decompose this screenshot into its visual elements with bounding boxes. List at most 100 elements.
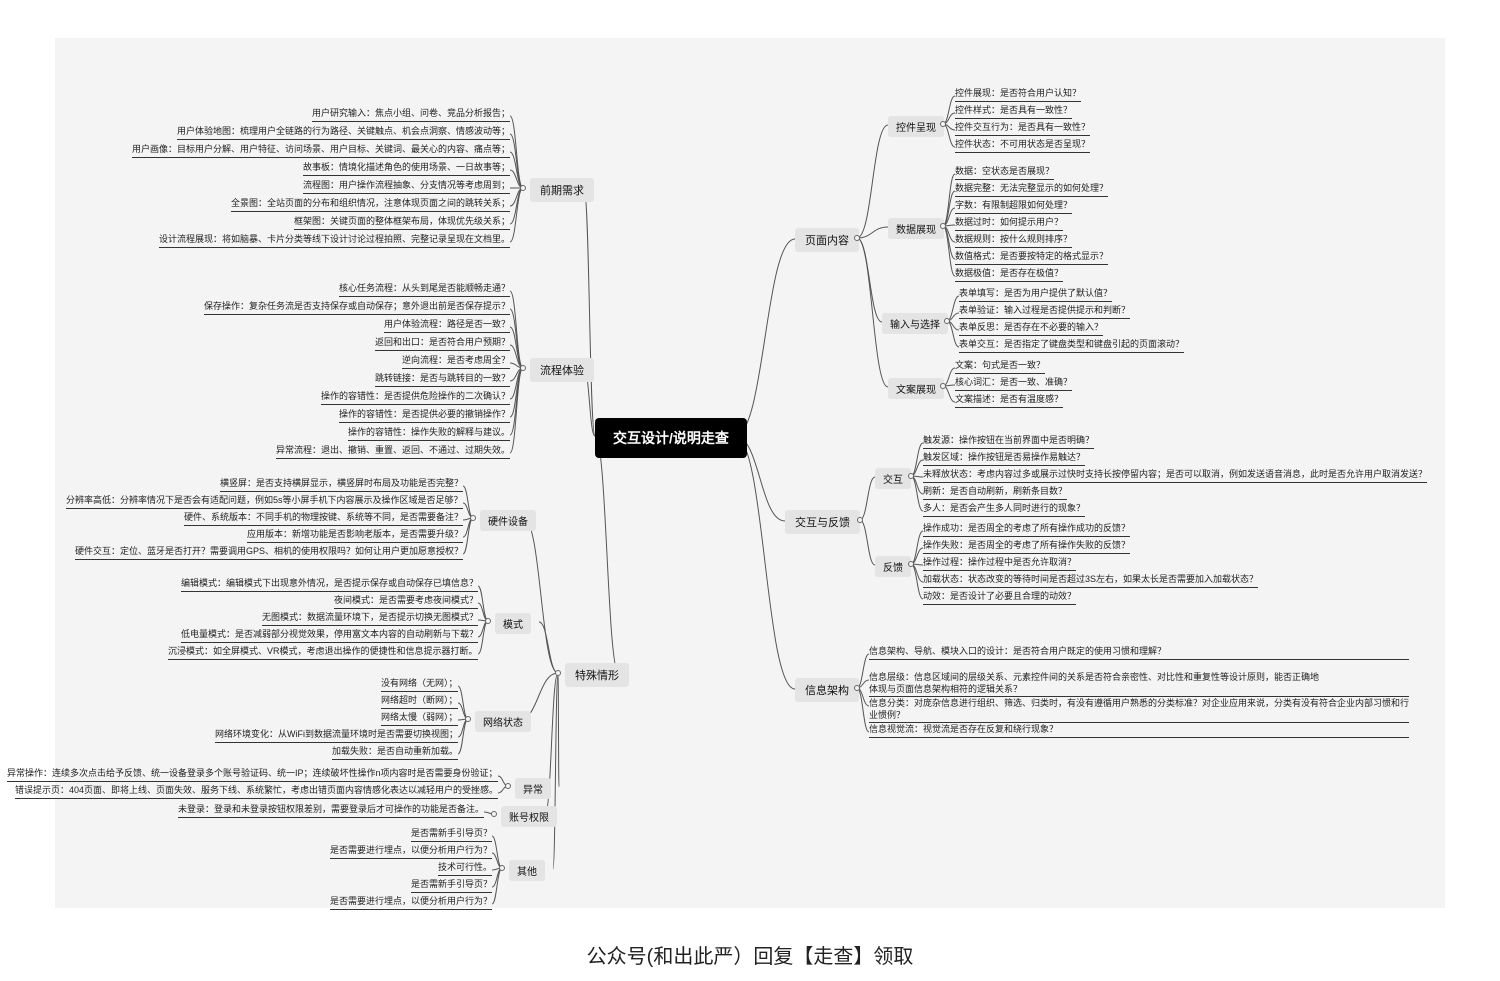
- leaf: 是否需要进行埋点，以便分析用户行为？: [330, 845, 492, 859]
- leaf: 异常流程：退出、撤销、重置、返回、不通过、过期失效。: [276, 445, 510, 459]
- leaf: 跳转链接：是否与跳转目的一致？: [375, 373, 510, 387]
- leaf: 表单填写：是否为用户提供了默认值？: [959, 288, 1112, 302]
- leaf: 流程图：用户操作流程抽象、分支情况等考虑周到；: [303, 180, 510, 194]
- sub-反馈: 反馈: [875, 556, 911, 577]
- leaf: 操作的容错性：操作失败的解释与建议。: [348, 427, 510, 441]
- leaf: 信息分类：对庞杂信息进行组织、筛选、归类时，有没有遵循用户熟悉的分类标准？对企业…: [869, 698, 1409, 723]
- joint-dot: [908, 473, 914, 479]
- joint-dot: [470, 515, 476, 521]
- leaf: 网络超时（断网）；: [381, 695, 458, 709]
- branch-交互与反馈: 交互与反馈: [785, 510, 860, 534]
- joint-dot: [499, 865, 505, 871]
- branch-特殊情形: 特殊情形: [565, 663, 629, 687]
- leaf: 操作失败：是否周全的考虑了所有操作失败的反馈？: [923, 540, 1130, 554]
- leaf: 用户体验流程：路径是否一致？: [384, 319, 510, 333]
- root-node: 交互设计/说明走查: [595, 418, 747, 458]
- leaf: 未释放状态：考虑内容过多或展示过快时支持长按停留内容；是否可以取消，例如发送语音…: [923, 469, 1427, 483]
- sub-账号权限: 账号权限: [501, 806, 557, 827]
- leaf: 控件样式：是否具有一致性？: [955, 105, 1072, 119]
- leaf: 异常操作：连续多次点击给予反馈、统一设备登录多个账号验证码、统一IP；连续破坏性…: [7, 768, 498, 782]
- leaf: 刷新：是否自动刷新，刷新条目数？: [923, 486, 1067, 500]
- leaf: 数据极值：是否存在极值？: [955, 268, 1063, 282]
- leaf: 全景图：全站页面的分布和组织情况，注意体现页面之间的跳转关系；: [231, 198, 510, 212]
- leaf: 数据：空状态是否展现？: [955, 166, 1054, 180]
- leaf: 硬件交互：定位、蓝牙是否打开？需要调用GPS、相机的使用权限吗？如何让用户更加愿…: [75, 546, 463, 560]
- branch-前期需求: 前期需求: [530, 178, 594, 202]
- leaf: 触发区域：操作按钮是否易操作易触达？: [923, 452, 1085, 466]
- leaf: 是否需要进行埋点，以便分析用户行为？: [330, 896, 492, 910]
- leaf: 硬件、系统版本：不同手机的物理按键、系统等不同，是否需要备注？: [184, 512, 463, 526]
- joint-dot: [857, 517, 863, 523]
- leaf: 字数：有限制超限如何处理？: [955, 200, 1072, 214]
- joint-dot: [505, 783, 511, 789]
- mindmap-canvas: 交互设计/说明走查前期需求用户研究输入：焦点小组、问卷、竞品分析报告；用户体验地…: [55, 38, 1445, 908]
- sub-数据展现: 数据展现: [888, 218, 944, 239]
- joint-dot: [940, 223, 946, 229]
- leaf: 框架图：关键页面的整体框架布局，体现优先级关系；: [294, 216, 510, 230]
- leaf: 数据规则：按什么规则排序？: [955, 234, 1072, 248]
- leaf: 低电量模式：是否减弱部分视觉效果，停用富文本内容的自动刷新与下载？: [181, 629, 478, 643]
- leaf: 夜间模式：是否需要考虑夜间模式？: [334, 595, 478, 609]
- leaf: 信息架构、导航、模块入口的设计：是否符合用户既定的使用习惯和理解？: [869, 646, 1409, 660]
- page: 交互设计/说明走查前期需求用户研究输入：焦点小组、问卷、竞品分析报告；用户体验地…: [0, 0, 1500, 981]
- leaf: 核心词汇：是否一致、准确？: [955, 377, 1072, 391]
- leaf: 表单反思：是否存在不必要的输入？: [959, 322, 1103, 336]
- sub-其他: 其他: [509, 860, 545, 881]
- leaf: 是否需新手引导页？: [411, 828, 492, 842]
- joint-dot: [520, 185, 526, 191]
- footer-text: 公众号(和出此严）回复【走查】领取: [0, 940, 1500, 969]
- leaf: 信息视觉流：视觉流是否存在反复和绕行现象？: [869, 724, 1409, 738]
- joint-dot: [520, 365, 526, 371]
- leaf: 动效：是否设计了必要且合理的动效？: [923, 591, 1076, 605]
- leaf: 网络太慢（弱网）；: [381, 712, 458, 726]
- joint-dot: [465, 716, 471, 722]
- leaf: 用户研究输入：焦点小组、问卷、竞品分析报告；: [312, 108, 510, 122]
- joint-dot: [940, 383, 946, 389]
- joint-dot: [854, 235, 860, 241]
- leaf: 操作的容错性：是否提供危险操作的二次确认？: [321, 391, 510, 405]
- leaf: 控件状态：不可用状态是否呈现？: [955, 139, 1090, 153]
- leaf: 设计流程展现：将如脑暴、卡片分类等线下设计讨论过程拍照、完整记录呈现在文档里。: [159, 234, 510, 248]
- branch-信息架构: 信息架构: [795, 678, 859, 702]
- leaf: 编辑模式：编辑模式下出现意外情况，是否提示保存或自动保存已填信息？: [181, 578, 478, 592]
- leaf: 用户画像：目标用户分解、用户特征、访问场景、用户目标、关键词、最关心的内容、痛点…: [132, 144, 510, 158]
- joint-dot: [485, 618, 491, 624]
- branch-页面内容: 页面内容: [795, 228, 859, 252]
- leaf: 触发源：操作按钮在当前界面中是否明确？: [923, 435, 1094, 449]
- joint-dot: [944, 318, 950, 324]
- leaf: 无图模式：数据流量环境下，是否提示切换无图模式？: [262, 612, 478, 626]
- sub-交互: 交互: [875, 468, 911, 489]
- sub-输入与选择: 输入与选择: [882, 313, 948, 334]
- leaf: 文案：句式是否一致？: [955, 360, 1045, 374]
- leaf: 数据过时：如何提示用户？: [955, 217, 1063, 231]
- leaf: 操作的容错性：是否提供必要的撤销操作？: [339, 409, 510, 423]
- leaf: 没有网络（无网）；: [381, 678, 458, 692]
- leaf: 应用版本：新增功能是否影响老版本，是否需要升级？: [247, 529, 463, 543]
- leaf: 错误提示页：404页面、即将上线、页面失效、服务下线、系统繁忙，考虑出错页面内容…: [15, 785, 498, 799]
- leaf: 返回和出口：是否符合用户预期？: [375, 337, 510, 351]
- leaf: 是否需新手引导页？: [411, 879, 492, 893]
- joint-dot: [854, 685, 860, 691]
- leaf: 保存操作：复杂任务流是否支持保存或自动保存；意外退出前是否保存提示？: [204, 301, 510, 315]
- leaf: 未登录：登录和未登录按钮权限差别，需要登录后才可操作的功能是否备注。: [178, 804, 484, 818]
- leaf: 加载失败：是否自动重新加载。: [332, 746, 458, 760]
- leaf: 多人：是否会产生多人同时进行的现象？: [923, 503, 1085, 517]
- branch-流程体验: 流程体验: [530, 358, 594, 382]
- joint-dot: [940, 121, 946, 127]
- leaf: 逆向流程：是否考虑周全？: [402, 355, 510, 369]
- sub-网络状态: 网络状态: [475, 711, 531, 732]
- leaf: 数据完整：无法完整显示的如何处理？: [955, 183, 1108, 197]
- leaf: 沉浸模式：如全屏模式、VR模式，考虑退出操作的便捷性和信息提示器打断。: [168, 646, 478, 660]
- leaf: 信息层级：信息区域间的层级关系、元素控件间的关系是否符合亲密性、对比性和重复性等…: [869, 672, 1409, 697]
- leaf: 控件展现：是否符合用户认知？: [955, 88, 1081, 102]
- joint-dot: [491, 811, 497, 817]
- leaf: 文案描述：是否有温度感？: [955, 394, 1063, 408]
- sub-模式: 模式: [495, 613, 531, 634]
- sub-异常: 异常: [515, 778, 551, 799]
- sub-文案展现: 文案展现: [888, 378, 944, 399]
- leaf: 数值格式：是否要按特定的格式显示？: [955, 251, 1108, 265]
- sub-硬件设备: 硬件设备: [480, 510, 536, 531]
- leaf: 故事板：情境化描述角色的使用场景、一日故事等；: [303, 162, 510, 176]
- joint-dot: [908, 561, 914, 567]
- leaf: 横竖屏：是否支持横屏显示，横竖屏时布局及功能是否完整？: [220, 478, 463, 492]
